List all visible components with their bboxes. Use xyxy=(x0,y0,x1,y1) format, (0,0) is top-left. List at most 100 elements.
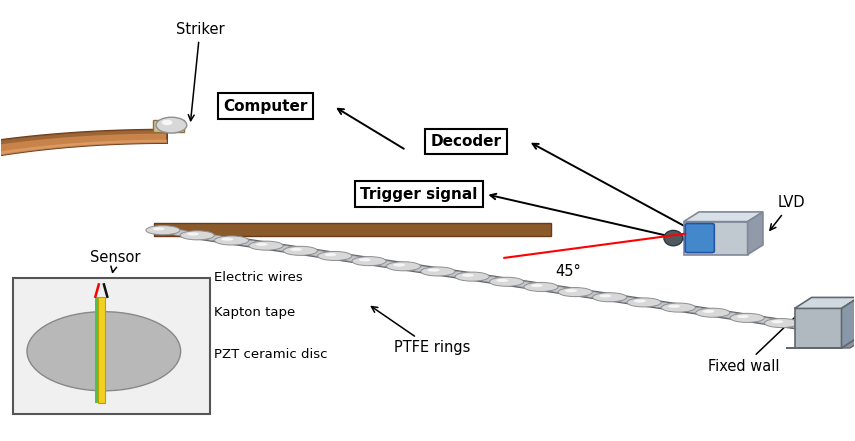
Ellipse shape xyxy=(146,226,180,235)
Ellipse shape xyxy=(159,229,172,233)
Text: 45°: 45° xyxy=(556,264,581,279)
Polygon shape xyxy=(164,228,820,328)
Ellipse shape xyxy=(365,260,379,264)
Ellipse shape xyxy=(27,312,180,391)
Ellipse shape xyxy=(393,263,405,266)
Polygon shape xyxy=(0,130,167,229)
Polygon shape xyxy=(684,221,747,254)
Ellipse shape xyxy=(309,250,326,256)
Ellipse shape xyxy=(640,302,653,305)
FancyBboxPatch shape xyxy=(14,278,209,414)
Ellipse shape xyxy=(558,288,593,297)
Ellipse shape xyxy=(215,236,249,245)
Ellipse shape xyxy=(352,257,386,265)
Ellipse shape xyxy=(696,308,730,317)
Ellipse shape xyxy=(571,291,585,295)
Ellipse shape xyxy=(290,248,302,251)
Ellipse shape xyxy=(172,230,189,235)
Ellipse shape xyxy=(490,277,523,286)
Polygon shape xyxy=(157,228,822,331)
Polygon shape xyxy=(794,308,841,348)
Polygon shape xyxy=(794,297,855,308)
Ellipse shape xyxy=(227,239,241,243)
Ellipse shape xyxy=(221,238,233,241)
Ellipse shape xyxy=(674,306,687,310)
Text: PTFE rings: PTFE rings xyxy=(371,306,470,355)
Ellipse shape xyxy=(764,318,799,328)
Ellipse shape xyxy=(634,299,646,303)
Ellipse shape xyxy=(156,117,186,133)
Ellipse shape xyxy=(605,296,619,300)
Ellipse shape xyxy=(618,297,635,303)
Ellipse shape xyxy=(331,255,344,259)
Text: PZT ceramic disc: PZT ceramic disc xyxy=(70,348,327,373)
Text: Decoder: Decoder xyxy=(430,134,501,149)
Ellipse shape xyxy=(481,277,498,282)
Ellipse shape xyxy=(421,267,455,276)
Polygon shape xyxy=(786,337,855,348)
Ellipse shape xyxy=(537,286,551,290)
Ellipse shape xyxy=(187,232,199,235)
Ellipse shape xyxy=(274,245,292,251)
Ellipse shape xyxy=(687,307,705,313)
Text: Fixed wall: Fixed wall xyxy=(708,298,815,374)
Ellipse shape xyxy=(743,317,757,321)
Polygon shape xyxy=(684,212,763,221)
Ellipse shape xyxy=(412,266,429,272)
Text: LVD: LVD xyxy=(770,195,805,230)
Ellipse shape xyxy=(502,281,516,284)
Ellipse shape xyxy=(805,325,817,329)
Polygon shape xyxy=(0,140,167,229)
Polygon shape xyxy=(154,120,184,132)
Ellipse shape xyxy=(240,240,257,246)
Ellipse shape xyxy=(777,322,791,326)
Ellipse shape xyxy=(283,246,317,255)
Ellipse shape xyxy=(455,272,489,281)
Ellipse shape xyxy=(318,251,351,261)
Ellipse shape xyxy=(206,235,223,241)
Ellipse shape xyxy=(771,320,783,323)
Ellipse shape xyxy=(524,282,558,292)
Ellipse shape xyxy=(756,318,773,323)
Ellipse shape xyxy=(262,245,275,248)
Ellipse shape xyxy=(249,241,283,250)
Ellipse shape xyxy=(652,302,669,308)
Ellipse shape xyxy=(516,281,533,287)
Ellipse shape xyxy=(386,262,421,271)
Ellipse shape xyxy=(344,256,361,262)
Ellipse shape xyxy=(737,315,749,318)
Ellipse shape xyxy=(811,327,825,331)
Polygon shape xyxy=(0,130,167,229)
Ellipse shape xyxy=(531,284,543,287)
Ellipse shape xyxy=(627,298,661,307)
Ellipse shape xyxy=(662,303,695,312)
Polygon shape xyxy=(747,212,763,254)
Ellipse shape xyxy=(153,227,165,230)
Ellipse shape xyxy=(799,324,833,333)
Ellipse shape xyxy=(399,265,413,269)
FancyBboxPatch shape xyxy=(686,224,714,253)
Ellipse shape xyxy=(428,269,439,272)
Polygon shape xyxy=(155,223,551,236)
Ellipse shape xyxy=(462,274,474,277)
Ellipse shape xyxy=(709,312,722,315)
Text: Striker: Striker xyxy=(175,22,224,121)
Ellipse shape xyxy=(180,231,215,240)
Ellipse shape xyxy=(325,253,336,256)
Ellipse shape xyxy=(359,258,371,262)
Text: Sensor: Sensor xyxy=(91,250,141,273)
Ellipse shape xyxy=(664,230,683,246)
Ellipse shape xyxy=(722,313,739,318)
Ellipse shape xyxy=(446,271,463,277)
Ellipse shape xyxy=(730,314,764,322)
Ellipse shape xyxy=(433,270,447,274)
Ellipse shape xyxy=(468,276,481,279)
Ellipse shape xyxy=(599,294,611,298)
Ellipse shape xyxy=(593,293,627,302)
Ellipse shape xyxy=(790,323,807,329)
Text: Trigger signal: Trigger signal xyxy=(360,187,478,202)
Ellipse shape xyxy=(162,120,173,125)
Ellipse shape xyxy=(296,250,310,254)
FancyBboxPatch shape xyxy=(96,297,98,403)
FancyBboxPatch shape xyxy=(98,297,105,403)
